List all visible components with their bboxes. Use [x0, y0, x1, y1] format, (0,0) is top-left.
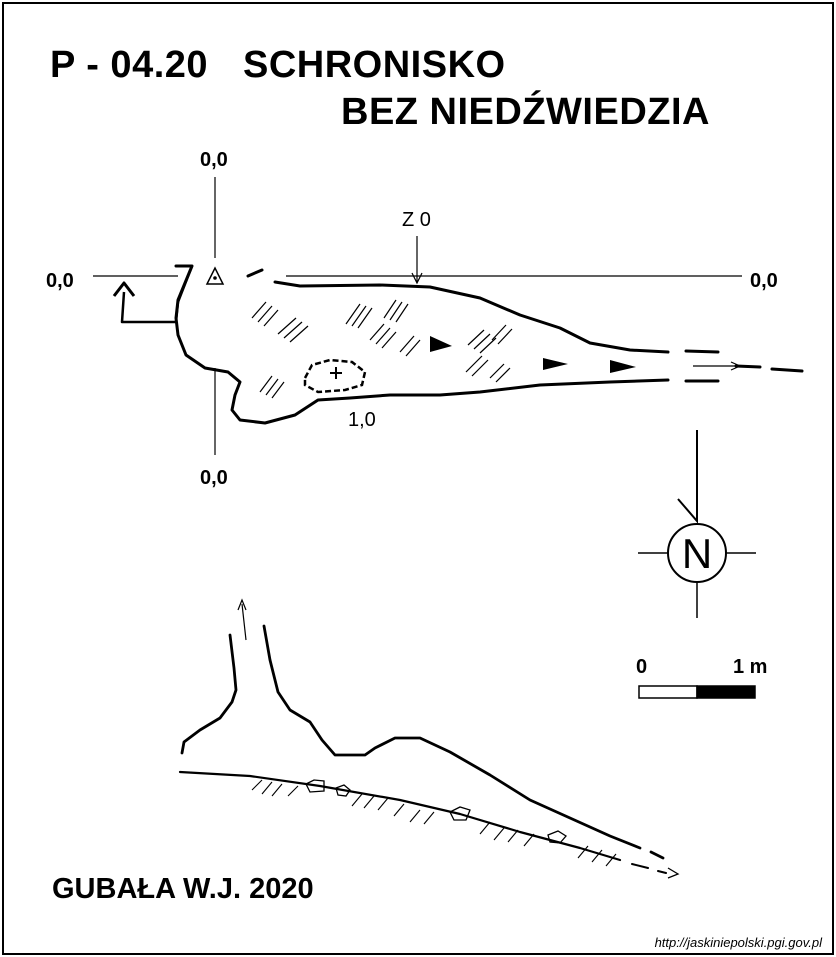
sediment-hatching — [251, 299, 513, 399]
cave-code: P - 04.20 — [50, 44, 209, 86]
section-ceiling-left — [180, 633, 238, 755]
north-letter: N — [682, 530, 712, 577]
section-ceiling-dash — [649, 850, 665, 860]
cave-name-line-2: BEZ NIEDŹWIEDZIA — [341, 91, 710, 133]
section-floor — [178, 770, 622, 862]
boulder-cross — [330, 367, 342, 379]
cross-section-view — [178, 598, 680, 879]
source-url: http://jaskiniepolski.pgi.gov.pl — [654, 935, 822, 950]
slope-arrow-3 — [610, 360, 636, 373]
depth-label: 1,0 — [348, 409, 376, 431]
section-marker-label: Z 0 — [402, 209, 431, 231]
compass-circle — [667, 523, 727, 583]
reference-label-right: 0,0 — [750, 270, 778, 292]
floor-hatching — [251, 779, 617, 867]
entrance-wall — [120, 265, 194, 324]
cave-outline-north — [246, 268, 670, 354]
survey-station-triangle — [205, 266, 225, 285]
survey-station-dot — [213, 276, 217, 280]
author-credit: GUBAŁA W.J. 2020 — [52, 873, 314, 905]
passage-continuation — [684, 349, 804, 383]
entrance-arrow — [112, 281, 136, 297]
scale-end-label: 1 m — [733, 656, 767, 678]
north-arrow-pointer — [677, 430, 698, 524]
scale-bar-black-segment — [696, 685, 756, 699]
scale-start-label: 0 — [636, 656, 647, 678]
plan-view — [93, 177, 804, 455]
floor-rocks — [305, 779, 567, 844]
section-marker-arrowhead — [411, 272, 423, 285]
reference-label-bottom: 0,0 — [200, 467, 228, 489]
slope-arrow-1 — [430, 336, 452, 352]
chimney-arrow-line — [241, 603, 247, 641]
boulder — [303, 358, 367, 394]
cave-outline-south — [174, 264, 670, 425]
scale-bar-white-segment — [638, 685, 698, 699]
cave-name-line-1: SCHRONISKO — [243, 44, 506, 86]
continuation-arrowhead — [730, 361, 742, 371]
reference-label-top: 0,0 — [200, 149, 228, 171]
reference-label-left: 0,0 — [46, 270, 74, 292]
chimney-arrowhead — [237, 598, 247, 611]
section-ceiling-right — [262, 624, 642, 850]
scale-bar — [638, 685, 756, 699]
north-arrow — [638, 430, 756, 618]
section-continuation-arrowhead — [667, 867, 680, 879]
section-floor-dash — [631, 863, 667, 874]
slope-arrow-2 — [543, 358, 568, 370]
